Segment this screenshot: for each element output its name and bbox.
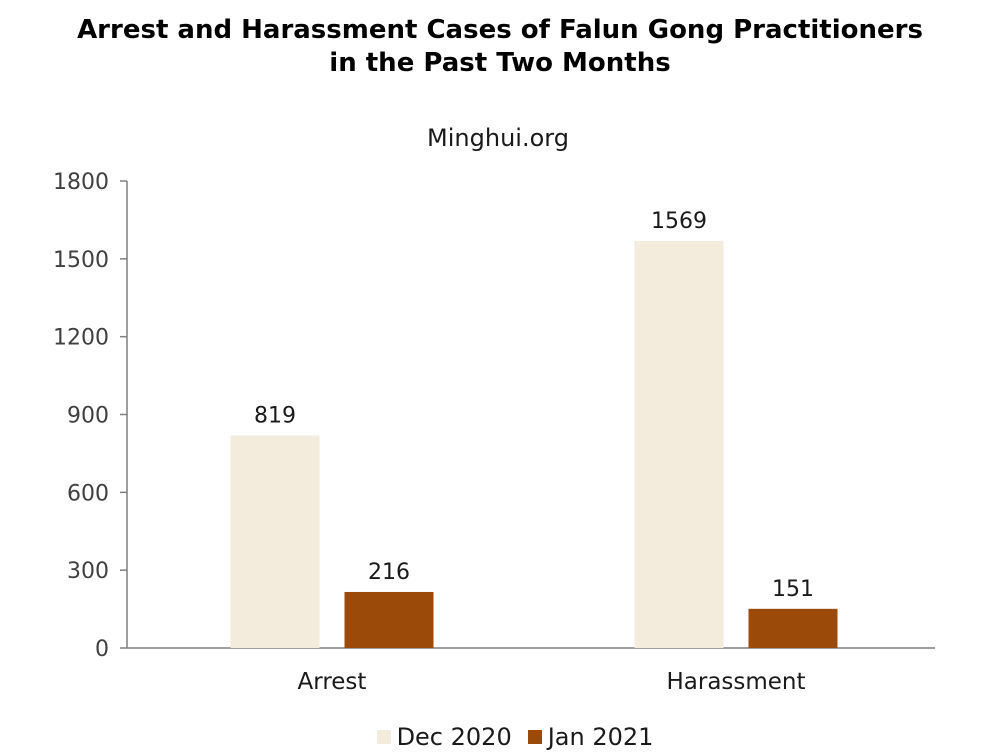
x-category-label-harassment: Harassment <box>666 669 805 695</box>
legend-label-dec-2020: Dec 2020 <box>396 723 512 751</box>
legend-swatch-jan-2021 <box>527 730 542 744</box>
y-axis-ticks: 0 300 600 900 1200 1500 1800 <box>53 170 127 662</box>
legend-item-jan-2021: Jan 2021 <box>527 723 654 751</box>
data-label-arrest-jan-2021: 216 <box>368 560 410 585</box>
x-axis-category-labels: Arrest Harassment <box>298 669 806 695</box>
bars <box>230 240 838 648</box>
y-tick-label: 1500 <box>53 248 109 273</box>
legend-label-jan-2021: Jan 2021 <box>547 723 654 751</box>
legend-item-dec-2020: Dec 2020 <box>376 723 512 751</box>
y-tick-label: 1200 <box>53 326 109 351</box>
data-label-harassment-jan-2021: 151 <box>772 577 814 602</box>
data-label-harassment-dec-2020: 1569 <box>651 209 707 234</box>
data-labels: 819 216 1569 151 <box>254 209 814 602</box>
bar-harassment-jan-2021 <box>748 608 838 648</box>
chart-subtitle: Minghui.org <box>427 124 569 152</box>
chart-title-line-1: Arrest and Harassment Cases of Falun Gon… <box>77 15 923 45</box>
x-category-label-arrest: Arrest <box>298 669 367 695</box>
legend-swatch-dec-2020 <box>376 730 391 744</box>
bar-arrest-dec-2020 <box>230 435 320 648</box>
y-tick-label: 300 <box>67 559 109 584</box>
chart-title: Arrest and Harassment Cases of Falun Gon… <box>0 14 1000 80</box>
y-tick-label: 0 <box>95 637 109 662</box>
bar-arrest-jan-2021 <box>344 591 434 648</box>
y-tick-label: 600 <box>67 481 109 506</box>
data-label-arrest-dec-2020: 819 <box>254 404 296 429</box>
legend: Dec 2020 Jan 2021 <box>0 722 1000 752</box>
chart-title-line-2: in the Past Two Months <box>329 48 671 78</box>
bar-harassment-dec-2020 <box>634 240 724 648</box>
y-tick-label: 900 <box>67 404 109 429</box>
y-tick-label: 1800 <box>53 170 109 195</box>
